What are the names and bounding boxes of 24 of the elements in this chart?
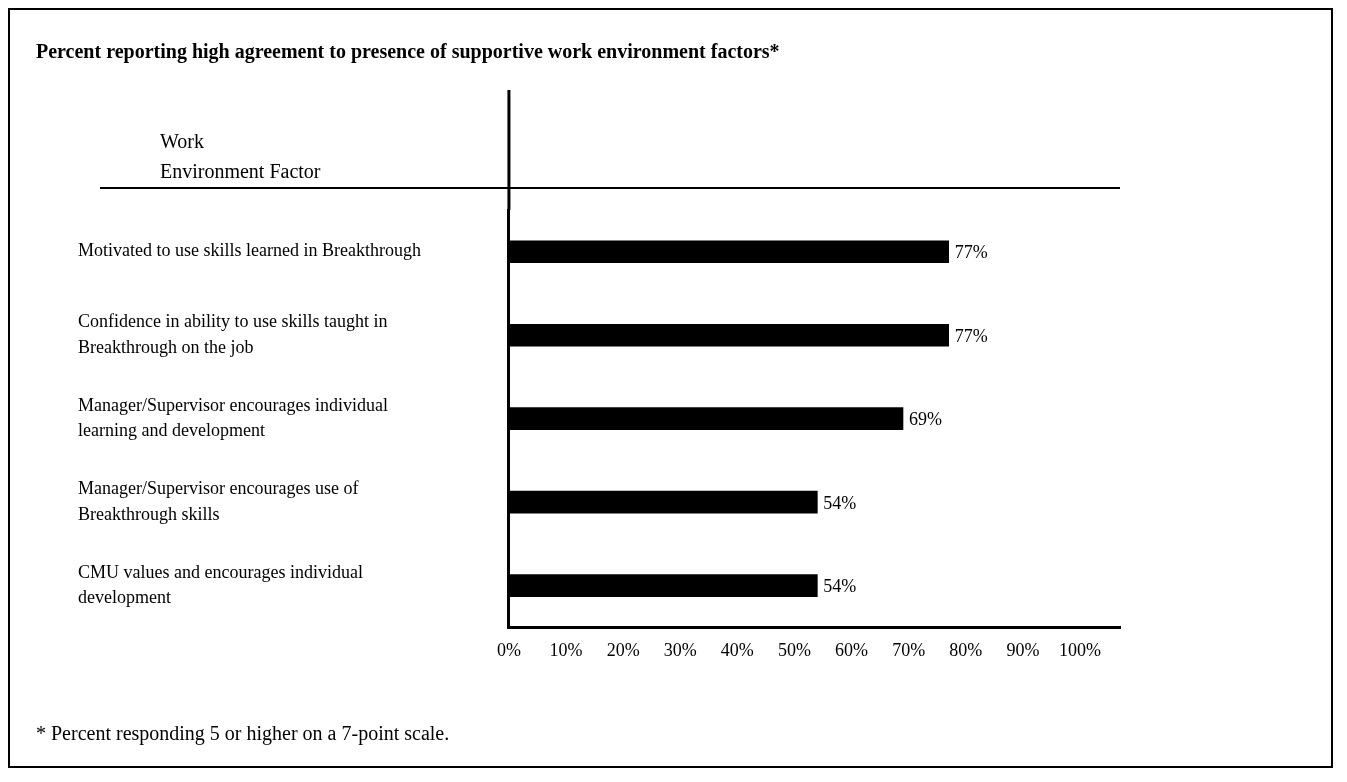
data-label: 77% [954,325,988,346]
x-tick-label: 90% [1006,639,1040,660]
y-tick-label: Manager/Supervisor encourages individual learning and development [78,394,388,441]
y-tick-label: Manager/Supervisor encourages use of Breakthrough skills [78,478,359,524]
x-tick-label: 100% [1059,639,1102,660]
x-tick-label: 20% [606,639,640,660]
y-tick-label: CMU values and encourages individual development [78,561,363,607]
data-label: 77% [954,242,988,263]
x-tick-label: 40% [720,639,754,660]
x-tick-label: 10% [549,639,583,660]
data-label: 54% [823,576,857,597]
y-tick-label: Confidence in ability to use skills taught in Breakthrough on the job [78,311,388,357]
text: * Percent responding 5 or higher on a 7-point scale. [36,722,450,745]
x-tick-label: 0% [496,639,521,660]
x-tick-label: 60% [835,639,869,660]
x-tick-label: 70% [892,639,926,660]
data-label: 69% [908,409,942,430]
y-tick-label: Motivated to use skills learned in Breakthrough [78,240,421,261]
x-tick-label: 50% [777,639,811,660]
y-axis-title: Work Environment Factor [160,130,321,182]
x-tick-label: 30% [663,639,697,660]
x-tick-label: 80% [949,639,983,660]
chart-title: Percent reporting high agreement to presence of supportive work environment factors* [36,40,780,63]
data-label: 54% [823,492,857,513]
